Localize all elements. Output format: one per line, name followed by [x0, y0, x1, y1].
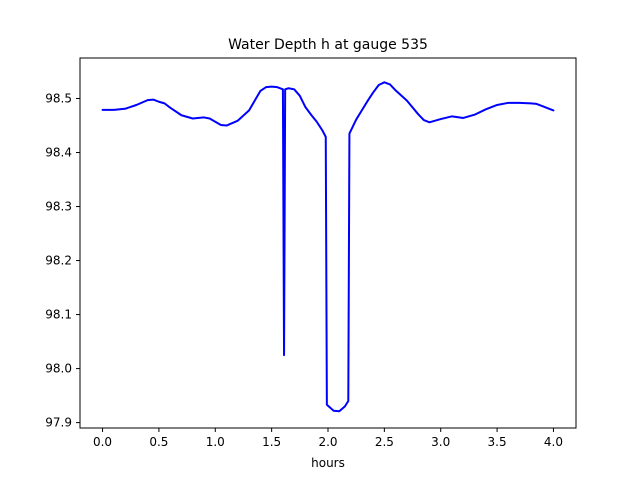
- y-tick-label: 98.4: [45, 146, 72, 160]
- x-tick-label: 2.0: [318, 435, 337, 449]
- x-tick-label: 4.0: [544, 435, 563, 449]
- x-tick-label: 0.0: [93, 435, 112, 449]
- y-tick-label: 98.0: [45, 362, 72, 376]
- x-tick-label: 0.5: [149, 435, 168, 449]
- x-tick-label: 1.5: [262, 435, 281, 449]
- series-line: [101, 81, 555, 413]
- x-tick-label: 3.5: [488, 435, 507, 449]
- chart-title: Water Depth h at gauge 535: [228, 37, 428, 53]
- x-axis-label: hours: [311, 456, 345, 470]
- x-tick-label: 2.5: [375, 435, 394, 449]
- y-axis: 97.9 98.0 98.1 98.2 98.3 98.4 98.5: [45, 92, 80, 430]
- x-tick-label: 1.0: [206, 435, 225, 449]
- plot-area-frame: [79, 57, 577, 429]
- x-axis: 0.0 0.5 1.0 1.5 2.0 2.5 3.0 3.5 4.0: [93, 428, 563, 449]
- y-tick-label: 98.3: [45, 200, 72, 214]
- y-tick-label: 98.1: [45, 308, 72, 322]
- y-tick-label: 98.5: [45, 92, 72, 106]
- y-tick-label: 98.2: [45, 254, 72, 268]
- x-tick-label: 3.0: [431, 435, 450, 449]
- y-tick-label: 97.9: [45, 416, 72, 430]
